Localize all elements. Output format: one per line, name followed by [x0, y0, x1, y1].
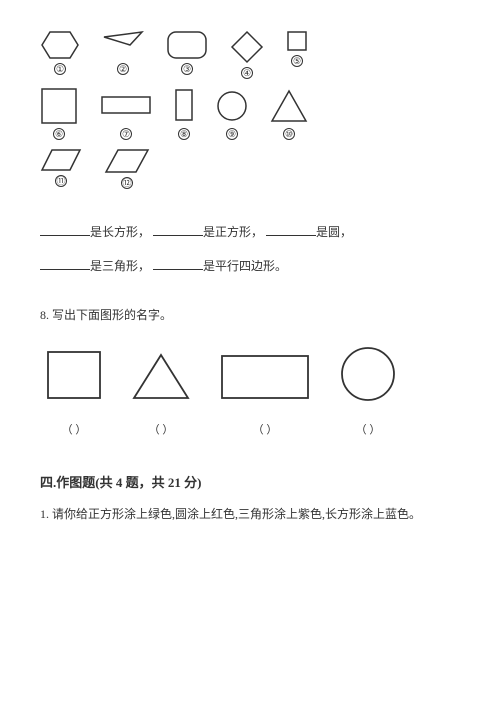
shape-label: ⑪ [55, 175, 67, 187]
shapes-grid: ① ② ③ ④ ⑤ ⑥ ⑦ ⑧ [40, 30, 460, 189]
q1-number: 1. [40, 507, 49, 521]
shape-narrow-rect: ⑧ [174, 87, 194, 140]
blank-underline [153, 258, 203, 270]
shape-label: ⑤ [291, 55, 303, 67]
paren-label-row: （ ） （ ） （ ） （ ） [40, 421, 460, 437]
paren-label: （ ） [219, 421, 311, 437]
question-number: 8. [40, 308, 49, 322]
big-circle-icon [339, 345, 397, 403]
shape-label: ⑨ [226, 128, 238, 140]
blank-text: 是圆， [316, 225, 352, 239]
shape-row-3: ⑪ ⑫ [40, 148, 460, 189]
long-rect-icon [100, 87, 152, 125]
shape-label: ⑥ [53, 128, 65, 140]
paren-label: （ ） [131, 421, 191, 437]
blank-text: 是平行四边形。 [203, 259, 287, 273]
small-square-icon [286, 30, 308, 52]
rounded-rect-icon [166, 30, 208, 60]
hexagon-icon [40, 30, 80, 60]
shape-hexagon: ① [40, 30, 80, 75]
shape-label: ④ [241, 67, 253, 79]
section-4-q1: 1. 请你给正方形涂上绿色,圆涂上红色,三角形涂上紫色,长方形涂上蓝色。 [40, 505, 460, 524]
shape-parallelogram2: ⑫ [104, 148, 150, 189]
diamond-icon [230, 30, 264, 64]
shape-triangle: ⑩ [270, 87, 308, 140]
question-text-content: 写出下面图形的名字。 [52, 308, 172, 322]
triangle-icon [270, 87, 308, 125]
shape-label: ⑩ [283, 128, 295, 140]
shape-thin-triangle: ② [102, 30, 144, 75]
shape-label: ⑫ [121, 177, 133, 189]
shape-rounded-rect: ③ [166, 30, 208, 75]
big-rectangle-icon [219, 345, 311, 403]
big-triangle-icon [131, 345, 191, 403]
thin-triangle-icon [102, 30, 144, 60]
question-8: 8. 写出下面图形的名字。 [40, 306, 460, 323]
blank-underline [266, 224, 316, 236]
blank-underline [153, 224, 203, 236]
big-shapes-row [40, 345, 460, 403]
blank-text: 是三角形， [90, 259, 150, 273]
shape-circle: ⑨ [216, 87, 248, 140]
shape-row-2: ⑥ ⑦ ⑧ ⑨ ⑩ [40, 87, 460, 140]
shape-label: ② [117, 63, 129, 75]
section-4-title: 四.作图题(共 4 题，共 21 分) [40, 472, 460, 491]
shape-label: ③ [181, 63, 193, 75]
fill-blank-line-1: 是长方形， 是正方形， 是圆， [40, 219, 460, 245]
parallelogram-icon [40, 148, 82, 172]
blank-text: 是正方形， [203, 225, 263, 239]
shape-label: ⑧ [178, 128, 190, 140]
shape-label: ① [54, 63, 66, 75]
shape-small-square: ⑤ [286, 30, 308, 67]
paren-label: （ ） [45, 421, 103, 437]
blank-underline [40, 224, 90, 236]
parallelogram-icon [104, 148, 150, 174]
narrow-rect-icon [174, 87, 194, 125]
fill-blank-line-2: 是三角形， 是平行四边形。 [40, 253, 460, 279]
shape-long-rect: ⑦ [100, 87, 152, 140]
q1-text: 请你给正方形涂上绿色,圆涂上红色,三角形涂上紫色,长方形涂上蓝色。 [52, 507, 421, 521]
circle-icon [216, 87, 248, 125]
square-icon [40, 87, 78, 125]
shape-label: ⑦ [120, 128, 132, 140]
blank-underline [40, 258, 90, 270]
blank-text: 是长方形， [90, 225, 150, 239]
big-square-icon [45, 345, 103, 403]
shape-square: ⑥ [40, 87, 78, 140]
shape-diamond: ④ [230, 30, 264, 79]
shape-parallelogram1: ⑪ [40, 148, 82, 187]
paren-label: （ ） [339, 421, 397, 437]
shape-row-1: ① ② ③ ④ ⑤ [40, 30, 460, 79]
